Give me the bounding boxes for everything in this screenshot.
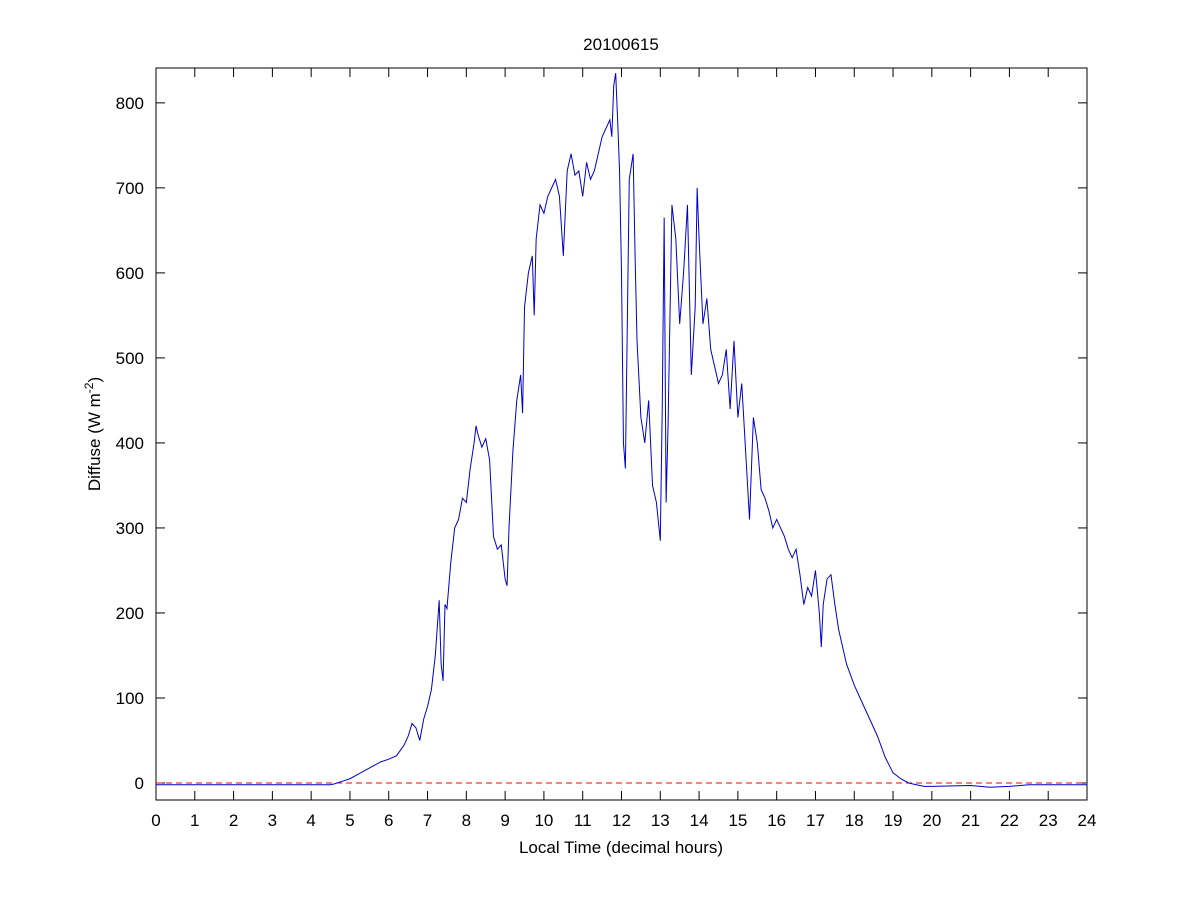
x-tick-label: 7 [423, 811, 432, 830]
y-tick-label: 300 [116, 519, 144, 538]
x-tick-label: 15 [728, 811, 747, 830]
y-tick-label: 500 [116, 349, 144, 368]
x-tick-label: 20 [922, 811, 941, 830]
x-tick-label: 21 [961, 811, 980, 830]
x-tick-label: 10 [534, 811, 553, 830]
x-tick-label: 8 [462, 811, 471, 830]
x-tick-label: 0 [151, 811, 160, 830]
y-tick-label: 400 [116, 434, 144, 453]
x-tick-label: 16 [767, 811, 786, 830]
y-axis-label: Diffuse (W m-2) [82, 377, 104, 491]
x-tick-label: 19 [884, 811, 903, 830]
data-line [156, 73, 1087, 788]
x-tick-label: 2 [229, 811, 238, 830]
y-label-text: Diffuse (W m [85, 393, 104, 491]
y-tick-label: 800 [116, 94, 144, 113]
x-tick-label: 5 [345, 811, 354, 830]
x-tick-label: 3 [268, 811, 277, 830]
chart-title: 20100615 [583, 35, 659, 54]
x-tick-label: 22 [1000, 811, 1019, 830]
y-tick-label: 200 [116, 604, 144, 623]
x-tick-label: 11 [574, 811, 592, 830]
y-tick-label: 600 [116, 264, 144, 283]
y-tick-label: 700 [116, 179, 144, 198]
y-label-sup: -2 [82, 382, 96, 393]
x-tick-label: 9 [500, 811, 509, 830]
x-tick-label: 6 [384, 811, 393, 830]
x-tick-label: 4 [306, 811, 315, 830]
x-tick-label: 23 [1039, 811, 1058, 830]
x-tick-label: 1 [190, 811, 199, 830]
x-tick-label: 17 [806, 811, 825, 830]
x-tick-label: 12 [612, 811, 631, 830]
x-tick-label: 18 [845, 811, 864, 830]
x-axis-label: Local Time (decimal hours) [519, 838, 723, 857]
plot-area [155, 67, 1088, 801]
y-label-tail: ) [85, 377, 104, 383]
x-tick-label: 24 [1078, 811, 1097, 830]
x-tick-label: 14 [690, 811, 709, 830]
y-tick-label: 0 [135, 774, 144, 793]
x-tick-label: 13 [651, 811, 670, 830]
y-tick-label: 100 [116, 689, 144, 708]
